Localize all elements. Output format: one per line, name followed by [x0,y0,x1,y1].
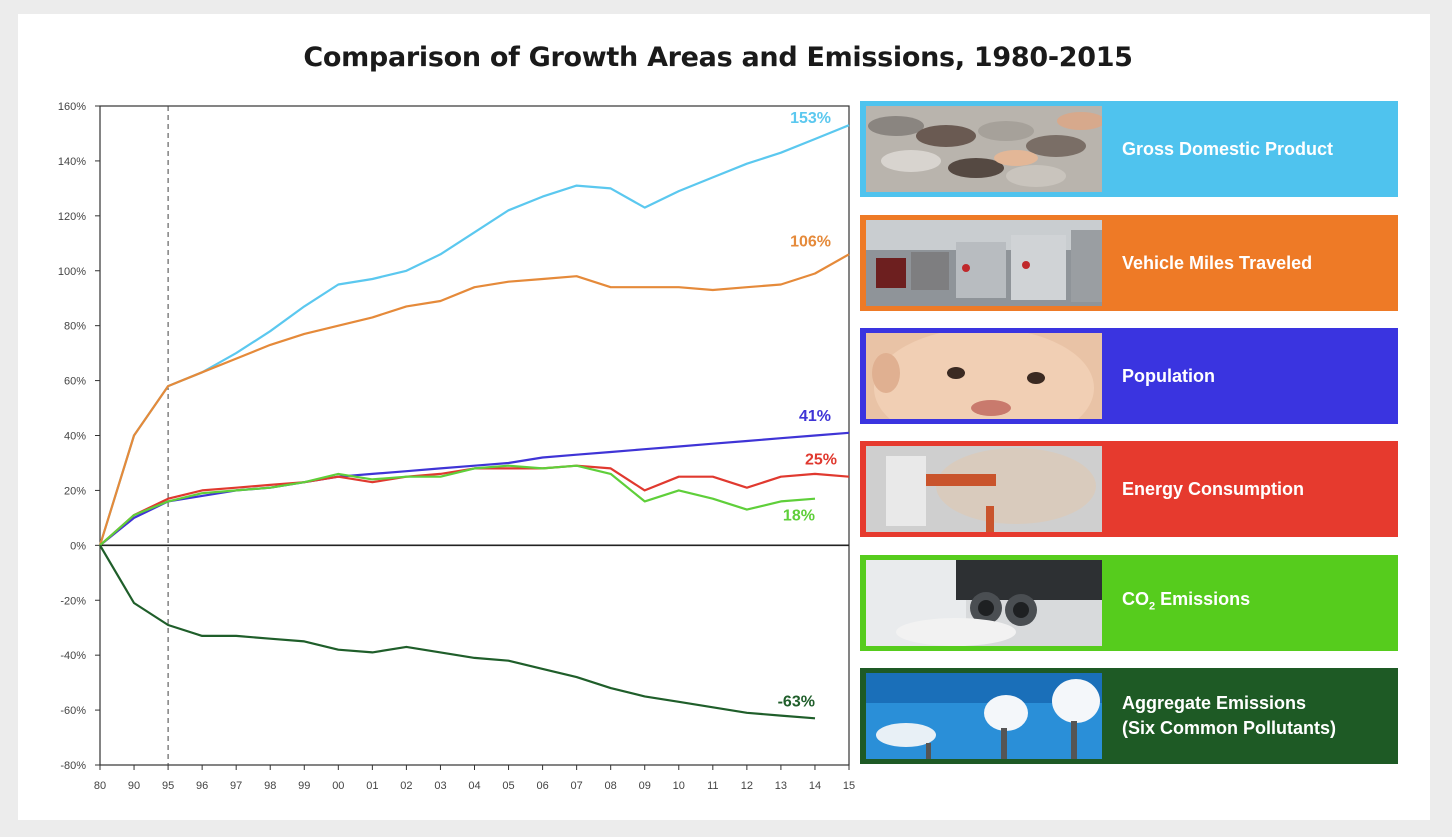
y-tick-label: 80% [64,321,86,333]
end-label-co2: 18% [783,508,815,525]
x-tick-label: 15 [843,780,855,792]
legend-energy: Energy Consumption [860,441,1398,537]
legend-co2: CO2 Emissions [860,555,1398,651]
x-tick-label: 13 [775,780,787,792]
x-tick-label: 10 [673,780,685,792]
x-tick-label: 97 [230,780,242,792]
x-tick-label: 09 [639,780,651,792]
x-tick-label: 96 [196,780,208,792]
traffic-photo [866,220,1102,306]
x-tick-label: 04 [468,780,480,792]
y-tick-label: 140% [58,156,86,168]
legend-label: Population [1122,365,1215,386]
legend-aggregate: Aggregate Emissions (Six Common Pollutan… [860,668,1398,764]
x-tick-label: 12 [741,780,753,792]
series-line-gdp [98,124,850,546]
y-tick-label: -40% [60,650,86,662]
plug-photo [866,446,1102,532]
y-tick-label: 100% [58,266,86,278]
x-tick-label: 06 [536,780,548,792]
y-tick-label: 40% [64,431,86,443]
y-tick-label: 120% [58,211,86,223]
legend-label: Energy Consumption [1122,478,1305,499]
baby-photo [866,333,1102,419]
y-tick-label: -20% [60,595,86,607]
legend-label: Gross Domestic Product [1122,138,1334,159]
series-line-co2 [99,464,816,547]
y-tick-label: 0% [70,540,86,552]
x-tick-label: 00 [332,780,344,792]
legend-label: CO2 Emissions [1122,588,1251,613]
y-tick-label: 160% [58,101,86,113]
x-tick-label: 99 [298,780,310,792]
y-tick-label: -60% [60,705,86,717]
x-tick-label: 95 [162,780,174,792]
end-label-gdp: 153% [790,110,831,127]
series-line-vmt [98,253,850,546]
x-tick-label: 11 [707,780,718,792]
end-label-pop: 41% [799,408,831,425]
x-tick-label: 08 [605,780,617,792]
x-tick-label: 80 [94,780,106,792]
coins-photo [866,106,1102,192]
legend-population: Population [860,328,1398,424]
y-tick-label: -80% [60,760,86,772]
series-line-agg [99,544,816,720]
x-tick-label: 05 [502,780,514,792]
legend-vmt: Vehicle Miles Traveled [860,215,1398,311]
plot-area [99,105,850,766]
x-tick-label: 01 [366,780,378,792]
y-tick-label: 20% [64,485,86,497]
x-tick-label: 14 [809,780,821,792]
y-tick-label: 60% [64,376,86,388]
x-tick-label: 07 [571,780,583,792]
x-tick-label: 02 [400,780,412,792]
smokestacks-photo [866,673,1102,759]
x-tick-label: 98 [264,780,276,792]
exhaust-photo [866,560,1102,646]
end-label-vmt: 106% [790,233,831,250]
legend-label: Vehicle Miles Traveled [1122,252,1313,273]
legend-label: Aggregate Emissions (Six Common Pollutan… [1122,693,1337,738]
end-label-agg: -63% [778,693,815,710]
x-tick-label: 03 [434,780,446,792]
legend-gdp: Gross Domestic Product [860,101,1398,197]
end-label-energy: 25% [805,452,837,469]
chart-title: Comparison of Growth Areas and Emissions… [303,42,1133,73]
x-tick-label: 90 [128,780,140,792]
